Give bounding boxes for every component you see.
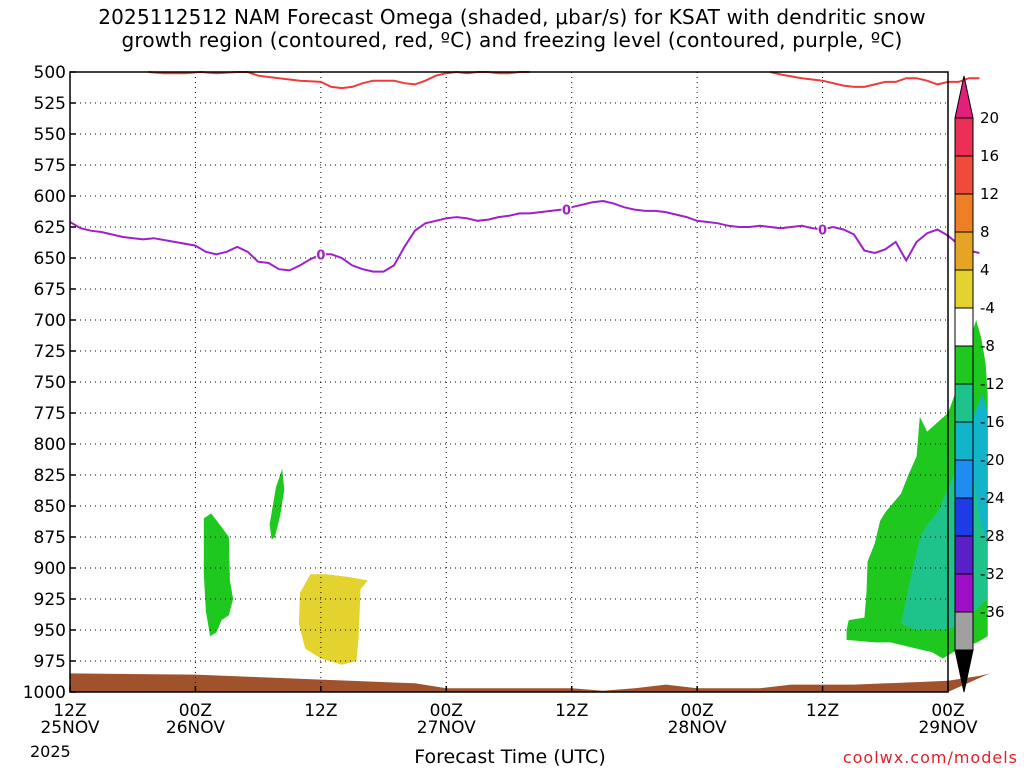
y-tick-label: 850 [34, 497, 66, 517]
colorbar-label: 20 [980, 109, 999, 127]
y-tick-label: 900 [34, 559, 66, 579]
x-axis-title: Forecast Time (UTC) [414, 746, 606, 768]
colorbar-label: 12 [980, 185, 999, 203]
colorbar-label: -12 [980, 375, 1005, 393]
x-tick-label: 00Z 26NOV [155, 703, 235, 737]
colorbar-label: -20 [980, 451, 1005, 469]
freezing-level-label-bg [817, 222, 828, 237]
y-tick-label: 925 [34, 590, 66, 610]
x-tick-time: 00Z [178, 701, 213, 721]
colorbar-label: 4 [980, 261, 990, 279]
plot-frame [69, 71, 949, 693]
colorbar-label: -8 [980, 337, 995, 355]
x-tick-date: 28NOV [667, 718, 727, 738]
title-line-1: 2025112512 NAM Forecast Omega (shaded, μ… [98, 5, 926, 29]
omega-region [203, 513, 234, 637]
freezing-level-line [69, 199, 980, 273]
x-tick-time: 00Z [931, 701, 965, 721]
colorbar-label: 8 [980, 223, 990, 241]
x-tick-time: 00Z [429, 701, 463, 721]
x-tick-label: 12Z 25NOV [30, 703, 110, 737]
colorbar-bottom-arrow [954, 649, 974, 693]
colorbar-label: 16 [980, 147, 999, 165]
dgz-contour-line [770, 71, 980, 88]
y-tick-label: 775 [34, 404, 66, 424]
y-tick-label: 875 [34, 528, 66, 548]
colorbar-swatch [954, 497, 974, 537]
y-tick-label: 975 [34, 652, 66, 672]
axes-layer: 500 525 550 575 600 625 650 675 700 725 750 775 800 8… [23, 63, 949, 703]
y-tick-label: 750 [34, 373, 66, 393]
colorbar-swatch [954, 269, 974, 309]
colorbar-label: -36 [980, 603, 1005, 621]
colorbar-swatch [954, 155, 974, 195]
x-tick-label: 12Z [532, 703, 612, 720]
colorbar-label: -32 [980, 565, 1005, 583]
colorbar-swatch [954, 383, 974, 423]
colorbar-swatch [954, 345, 974, 385]
chart-title: 2025112512 NAM Forecast Omega (shaded, μ… [0, 6, 1024, 52]
y-tick-label: 725 [34, 342, 66, 362]
y-tick-label: 625 [34, 218, 66, 238]
credit-link[interactable]: coolwx.com/models [842, 748, 1018, 767]
colorbar-swatch [954, 459, 974, 499]
colorbar-label: -16 [980, 413, 1005, 431]
terrain-layer [70, 673, 990, 692]
y-tick-label: 700 [34, 311, 66, 331]
colorbar-label: -24 [980, 489, 1005, 507]
x-tick-label: 00Z 27NOV [406, 703, 486, 737]
y-tick-label: 1000 [23, 683, 66, 703]
freezing-level-label: 0 [316, 248, 325, 263]
terrain-fill [70, 673, 990, 692]
x-tick-time: 00Z [680, 701, 714, 721]
x-tick-label: 00Z 29NOV [908, 703, 988, 737]
y-tick-label: 600 [34, 187, 66, 207]
y-tick-label: 650 [34, 249, 66, 269]
colorbar-label: -28 [980, 527, 1005, 545]
colorbar-label: -4 [980, 299, 995, 317]
freezing-level-label: 0 [818, 223, 827, 238]
freezing-level-label-bg [315, 247, 326, 262]
dgz-contour-line [148, 70, 530, 90]
contour-layer: 0 0 0 [69, 70, 980, 273]
colorbar-swatch [954, 193, 974, 233]
x-tick-time: 12Z [304, 701, 338, 721]
colorbar-swatch [954, 117, 974, 157]
x-tick-label: 00Z 28NOV [657, 703, 737, 737]
x-tick-date: 26NOV [165, 718, 225, 738]
y-tick-label: 575 [34, 156, 66, 176]
x-tick-time: 12Z [805, 701, 840, 721]
title-line-2: growth region (contoured, red, ºC) and f… [121, 28, 903, 52]
y-tick-label: 500 [34, 63, 66, 83]
x-tick-time: 12Z [53, 701, 87, 721]
colorbar-swatch [954, 421, 974, 461]
freezing-level-label: 0 [562, 204, 571, 219]
colorbar-swatch [954, 535, 974, 575]
colorbar-swatch [954, 231, 974, 271]
y-tick-label: 800 [34, 435, 66, 455]
year-label: 2025 [30, 742, 71, 761]
colorbar-swatch [954, 307, 974, 347]
x-tick-label: 12Z [783, 703, 863, 720]
freezing-level-label-bg [561, 202, 572, 217]
omega-shading-layer [203, 320, 988, 665]
colorbar-swatch [954, 611, 974, 651]
omega-region [269, 468, 285, 540]
y-tick-label: 550 [34, 125, 66, 145]
x-tick-label: 12Z [281, 703, 361, 720]
x-tick-date: 29NOV [918, 718, 978, 738]
y-tick-label: 675 [34, 280, 66, 300]
colorbar: 20 16 12 8 4 -4 -8 -12 -16 -20 -24 -28 -32 -36 [954, 75, 1005, 693]
colorbar-swatch [954, 573, 974, 613]
omega-region [298, 574, 368, 665]
x-tick-date: 25NOV [40, 718, 100, 738]
x-tick-time: 12Z [555, 701, 589, 721]
x-tick-date: 27NOV [416, 718, 476, 738]
y-tick-label: 525 [34, 94, 66, 114]
y-tick-label: 950 [34, 621, 66, 641]
grid-layer [70, 72, 948, 692]
y-tick-label: 825 [34, 466, 66, 486]
